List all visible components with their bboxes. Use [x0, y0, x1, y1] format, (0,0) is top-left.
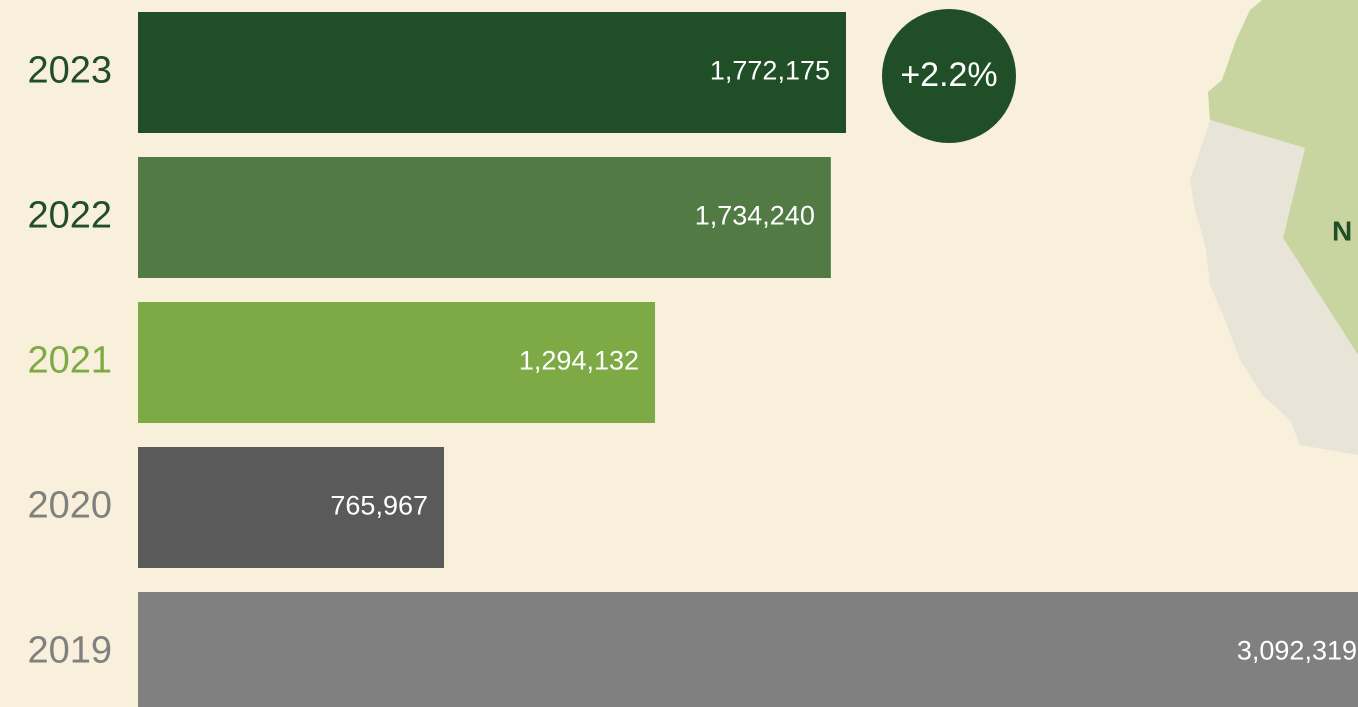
map: N — [1190, 0, 1358, 455]
bar — [138, 447, 445, 568]
y-tick-label: 2023 — [27, 50, 112, 92]
value-label: 765,967 — [330, 491, 428, 521]
bar — [138, 302, 656, 423]
value-label: 1,294,132 — [519, 346, 639, 376]
map-label: N — [1332, 215, 1352, 246]
y-tick-label: 2022 — [27, 195, 112, 237]
annotation-text: +2.2% — [900, 56, 997, 94]
y-tick-label: 2021 — [27, 340, 112, 382]
y-tick-label: 2019 — [27, 630, 112, 672]
annotation-badge — [882, 9, 1016, 143]
bar — [138, 157, 831, 278]
value-label: 1,734,240 — [695, 201, 815, 231]
y-tick-label: 2020 — [27, 485, 112, 527]
map-region — [1190, 120, 1358, 455]
bar — [138, 12, 846, 133]
bar — [138, 592, 1358, 707]
map-region — [1208, 0, 1358, 355]
value-label: 1,772,175 — [710, 56, 830, 86]
value-label: 3,092,319 — [1237, 636, 1357, 666]
